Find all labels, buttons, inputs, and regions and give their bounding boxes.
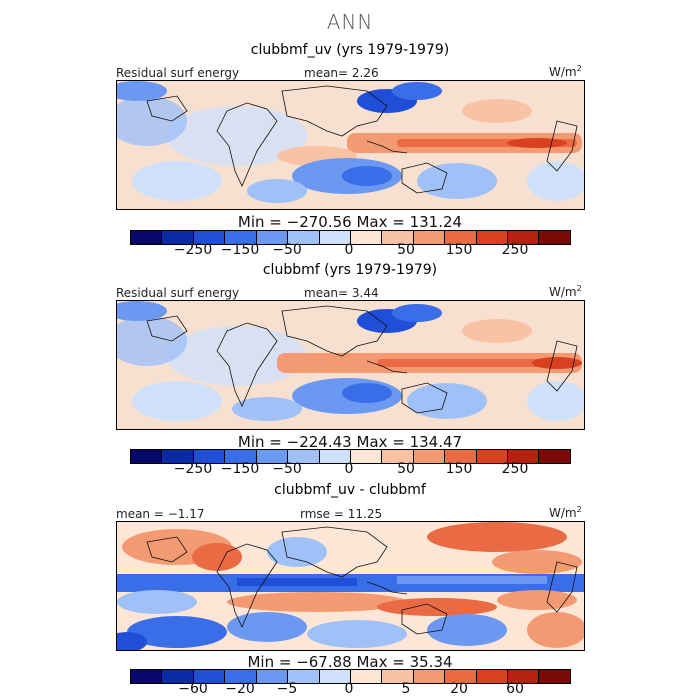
panel-2-colorbar-swatch: [193, 450, 226, 463]
panel-3-colorbar-swatch: [476, 670, 509, 683]
panel-2-colorbar-swatch: [288, 450, 320, 463]
panel-2-colorbar-swatch: [413, 450, 446, 463]
panel-3-mean-label: mean = −1.17: [116, 507, 205, 521]
panel-3-minmax: Min = −67.88 Max = 35.34: [247, 653, 453, 671]
panel-1-tick: −250: [173, 242, 213, 258]
panel-3-colorbar-swatch: [382, 670, 414, 683]
panel-2-tick: 250: [501, 461, 529, 477]
panel-3-colorbar-swatch: [445, 670, 477, 683]
panel-2-colorbar-swatch: [445, 450, 477, 463]
panel-2-tick: −50: [272, 461, 302, 477]
panel-2-colorbar-swatch: [225, 450, 257, 463]
panel-1-units: W/m2: [549, 64, 582, 79]
panel-2-tick: 50: [397, 461, 415, 477]
panel-3-tick: 0: [344, 681, 354, 697]
panel-2-map: [116, 300, 585, 430]
panel-1-tick: 0: [344, 242, 354, 258]
panel-3-units: W/m2: [549, 505, 582, 520]
panel-2-variable-label: Residual surf energy: [116, 286, 240, 300]
panel-1-colorbar-swatch: [508, 231, 540, 244]
panel-3-tick: 5: [401, 681, 411, 697]
panel-3-tick: 20: [450, 681, 468, 697]
panel-3-colorbar-swatch: [131, 670, 163, 683]
panel-2-colorbar-swatch: [382, 450, 414, 463]
panel-3-colorbar-swatch: [288, 670, 320, 683]
panel-1-colorbar-swatch: [256, 231, 289, 244]
panel-2-colorbar-swatch: [476, 450, 509, 463]
panel-1-colorbar-swatch: [350, 231, 383, 244]
panel-1-colorbar-swatch: [382, 231, 414, 244]
panel-3-colorbar-swatch: [256, 670, 289, 683]
panel-1-colorbar-swatch: [476, 231, 509, 244]
figure-title: ANN: [326, 10, 374, 34]
panel-2-colorbar-swatch: [162, 450, 194, 463]
panel-3-tick: 60: [506, 681, 524, 697]
panel-3-colorbar-swatch: [225, 670, 257, 683]
panel-2-colorbar-swatch: [131, 450, 163, 463]
panel-1-tick: −150: [220, 242, 260, 258]
panel-2-field: [117, 301, 584, 429]
panel-2-title: clubbmf (yrs 1979-1979): [262, 262, 438, 278]
panel-1-colorbar-swatch: [445, 231, 477, 244]
panel-3-colorbar-swatch: [539, 670, 570, 683]
panel-2-colorbar-swatch: [319, 450, 351, 463]
panel-1-map: [116, 80, 585, 210]
panel-1-minmax: Min = −270.56 Max = 131.24: [237, 213, 463, 231]
panel-3-colorbar: [130, 669, 571, 684]
panel-1-colorbar-swatch: [225, 231, 257, 244]
panel-3-colorbar-swatch: [193, 670, 226, 683]
panel-3-tick: −20: [225, 681, 255, 697]
panel-3-colorbar-swatch: [350, 670, 383, 683]
panel-2-tick: −150: [220, 461, 260, 477]
panel-3-colorbar-swatch: [319, 670, 351, 683]
panel-1-title: clubbmf_uv (yrs 1979-1979): [250, 42, 450, 58]
panel-2-colorbar-swatch: [508, 450, 540, 463]
panel-1-colorbar-swatch: [319, 231, 351, 244]
panel-1-colorbar-swatch: [131, 231, 163, 244]
panel-2-tick: −250: [173, 461, 213, 477]
panel-3-map: [116, 521, 585, 651]
panel-1-colorbar-swatch: [413, 231, 446, 244]
panel-1-colorbar-swatch: [539, 231, 570, 244]
panel-1-mean-label: mean= 2.26: [304, 66, 379, 80]
panel-3-colorbar-swatch: [413, 670, 446, 683]
panel-2-colorbar-swatch: [539, 450, 570, 463]
panel-1-colorbar-swatch: [288, 231, 320, 244]
panel-2-minmax: Min = −224.43 Max = 134.47: [237, 433, 463, 451]
panel-3-colorbar-swatch: [162, 670, 194, 683]
panel-2-colorbar-swatch: [256, 450, 289, 463]
panel-1-variable-label: Residual surf energy: [116, 66, 240, 80]
panel-1-colorbar: [130, 230, 571, 245]
panel-3-rmse-label: rmse = 11.25: [300, 507, 383, 521]
panel-2-units: W/m2: [549, 284, 582, 299]
panel-3-tick: −60: [178, 681, 208, 697]
panel-1-colorbar-swatch: [193, 231, 226, 244]
panel-3-title: clubbmf_uv - clubbmf: [274, 482, 426, 498]
panel-2-tick: 0: [344, 461, 354, 477]
panel-1-tick: −50: [272, 242, 302, 258]
panel-3-field: [117, 522, 584, 650]
panel-1-tick: 150: [445, 242, 473, 258]
panel-1-tick: 250: [501, 242, 529, 258]
panel-2-colorbar: [130, 449, 571, 464]
panel-2-colorbar-swatch: [350, 450, 383, 463]
panel-1-field: [117, 81, 584, 209]
panel-2-tick: 150: [445, 461, 473, 477]
panel-1-tick: 50: [397, 242, 415, 258]
panel-2-mean-label: mean= 3.44: [304, 286, 379, 300]
panel-1-colorbar-swatch: [162, 231, 194, 244]
panel-3-colorbar-swatch: [508, 670, 540, 683]
panel-3-tick: −5: [276, 681, 298, 697]
